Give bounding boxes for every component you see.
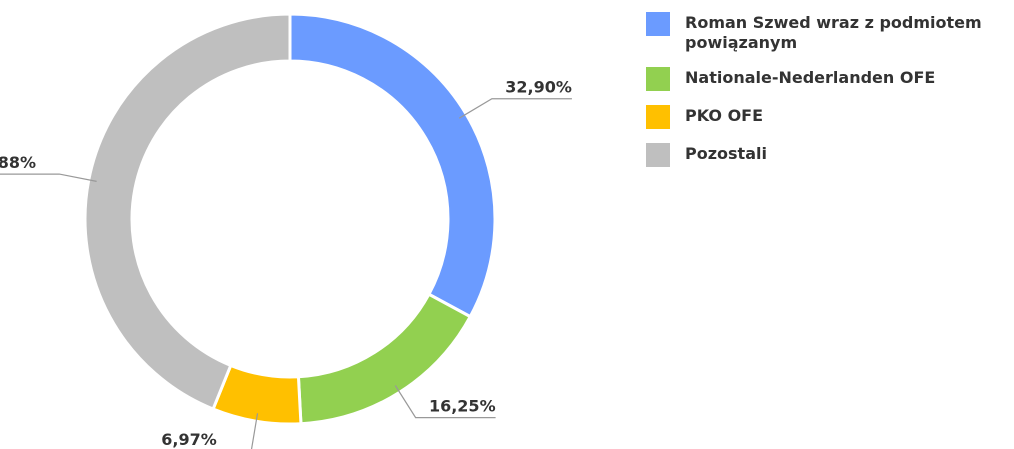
data-label: 16,25%	[429, 397, 496, 416]
legend-label: Roman Szwed wraz z podmiotem powiązanym	[685, 13, 982, 52]
legend-swatch	[646, 67, 670, 91]
legend-label: PKO OFE	[685, 106, 764, 125]
chart: 32,90% 16,25% 6,97% 43,88%	[0, 12, 572, 449]
data-label: 6,97%	[161, 430, 217, 449]
legend-item: Pozostali	[646, 143, 1006, 167]
legend: Roman Szwed wraz z podmiotem powiązanym N…	[646, 12, 1006, 181]
data-label: 43,88%	[0, 153, 36, 172]
legend-swatch	[646, 12, 670, 36]
donut-segment	[288, 12, 497, 319]
data-label: 32,90%	[505, 78, 572, 97]
legend-item: PKO OFE	[646, 105, 1006, 129]
legend-swatch	[646, 105, 670, 129]
legend-item: Roman Szwed wraz z podmiotem powiązanym	[646, 12, 1006, 53]
leader-line	[394, 385, 496, 419]
legend-label: Nationale-Nederlanden OFE	[685, 68, 936, 87]
legend-item: Nationale-Nederlanden OFE	[646, 67, 1006, 91]
legend-swatch	[646, 143, 670, 167]
leader-line	[458, 98, 572, 119]
leader-line	[250, 413, 259, 449]
legend-label: Pozostali	[685, 144, 767, 163]
leader-line	[0, 173, 97, 182]
donut-segment	[83, 12, 292, 411]
